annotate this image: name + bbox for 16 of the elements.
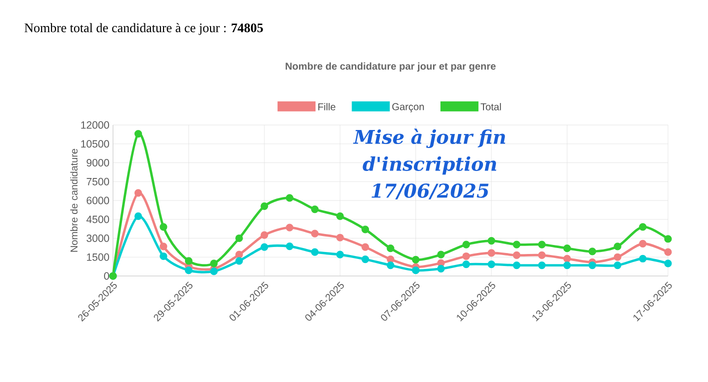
legend-label: Garçon <box>392 103 424 112</box>
y-tick-label: 4500 <box>86 216 110 224</box>
y-tick-label: 0 <box>104 272 110 280</box>
y-axis-title: Nombre de candidature <box>70 148 78 252</box>
text: Nombre total de candidature à ce jour : 74805 <box>24 23 263 35</box>
annotation: Mise à jour fin d'inscription 17/06/2025 <box>353 128 506 200</box>
y-tick-label: 10500 <box>81 140 110 148</box>
legend-label: Fille <box>318 103 336 110</box>
y-tick-label: 6000 <box>86 196 110 204</box>
y-tick-label: 1500 <box>87 253 110 261</box>
y-tick-label: 9000 <box>86 159 110 166</box>
y-tick-label: 7500 <box>86 178 110 186</box>
legend-label: Total <box>480 103 501 110</box>
y-tick-label: 12000 <box>81 121 110 129</box>
y-tick-label: 3000 <box>86 234 110 242</box>
chart-title: Nombre de candidature par jour et par genre <box>286 62 496 72</box>
